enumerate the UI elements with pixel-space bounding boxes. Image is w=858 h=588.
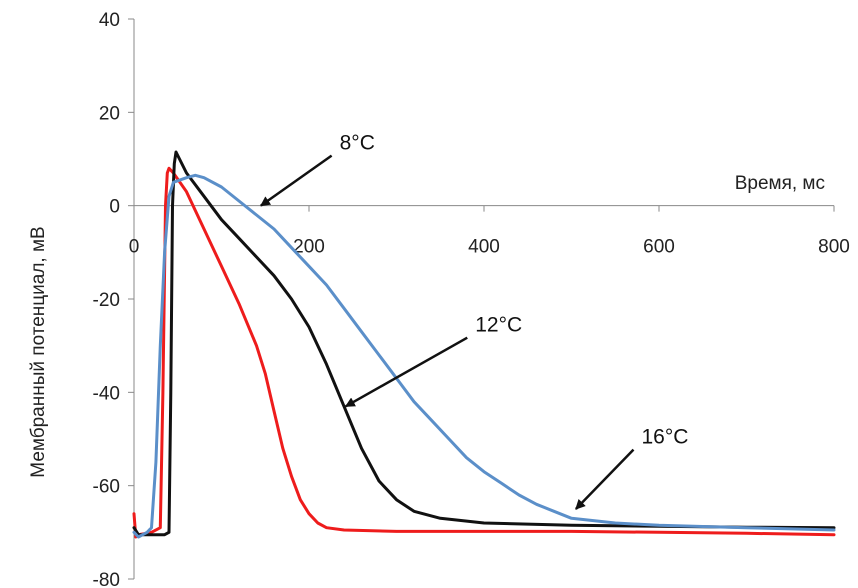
annotation-arrow-1 (260, 154, 333, 207)
series-line-1 (132, 166, 836, 539)
x-tick-label: 200 (293, 237, 325, 258)
y-axis-label: Мембранный потенциал, мВ (28, 226, 49, 477)
y-tick-label: 40 (99, 10, 120, 31)
x-axis-label: Время, мс (735, 173, 825, 194)
x-tick-label: 400 (468, 237, 500, 258)
x-tick-label: 600 (643, 237, 675, 258)
annotation-arrow-2 (344, 336, 468, 408)
y-tick-label: -40 (93, 383, 120, 404)
annotations: 8°C 12°C 16°C (260, 132, 689, 510)
x-tick-label: 0 (129, 237, 140, 258)
series-line-2 (132, 150, 836, 537)
series-line-3 (132, 173, 836, 539)
annotation-label-3: 16°C (642, 426, 689, 449)
annotation-arrow-3 (574, 448, 635, 510)
axes (128, 18, 835, 580)
series-group (132, 150, 836, 539)
y-tick-label: -20 (93, 290, 120, 311)
y-tick-label: -60 (93, 477, 120, 498)
x-tick-label: 800 (818, 237, 850, 258)
annotation-label-2: 12°C (475, 314, 522, 337)
y-tick-label: 0 (109, 197, 120, 218)
y-tick-label: 20 (99, 103, 120, 124)
annotation-label-1: 8°C (340, 132, 375, 155)
y-tick-label: -80 (93, 570, 120, 588)
